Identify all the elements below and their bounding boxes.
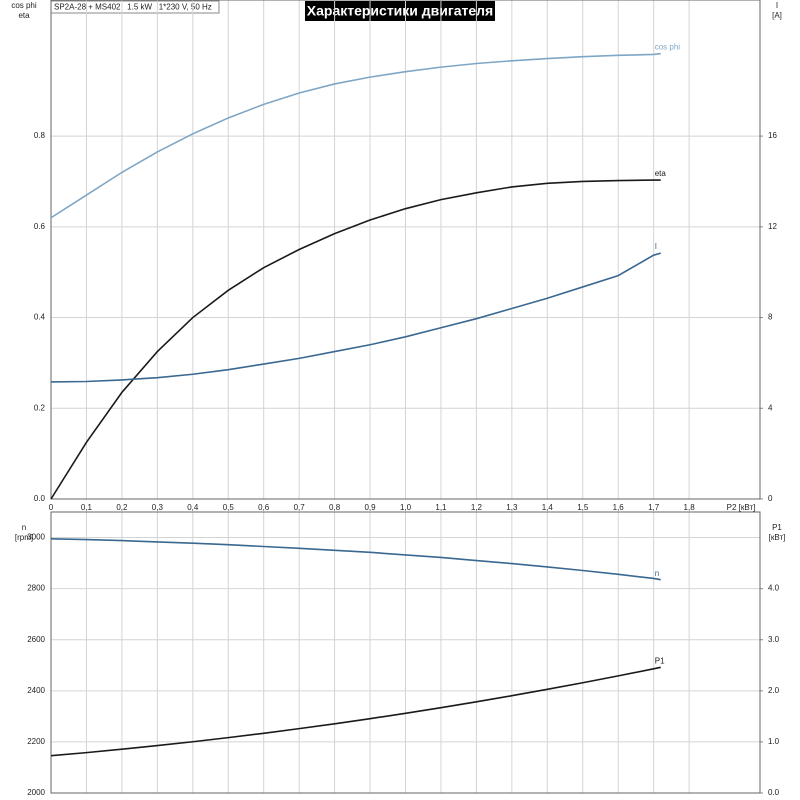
y2-tick-label: 0.0 [768, 788, 780, 797]
series-line [50, 252, 661, 383]
x-tick-label: 1,7 [648, 503, 660, 512]
y-tick-label: 3000 [27, 533, 45, 542]
y2-tick-label: 0 [768, 494, 773, 503]
y2-tick-label: 4 [768, 403, 773, 412]
series-label: cos phi [655, 43, 681, 52]
series-label: P1 [655, 656, 665, 665]
x-tick-label: 0,4 [187, 503, 199, 512]
x-tick-label: 0,6 [258, 503, 270, 512]
title-box [305, 1, 495, 21]
y-tick-label: 0.4 [34, 313, 46, 322]
y2-tick-label: 2.0 [768, 686, 780, 695]
y-tick-label: 2200 [27, 737, 45, 746]
x-tick-label: 1,1 [435, 503, 447, 512]
series-line [50, 52, 661, 219]
x-tick-label: 1,5 [577, 503, 589, 512]
y-tick-label: 0.8 [34, 131, 46, 140]
chart-subtitle: SP2A-28 + MS402 1.5 kW 1*230 V, 50 Hz [54, 3, 212, 12]
y2-tick-label: 4.0 [768, 584, 780, 593]
y-tick-label: 2400 [27, 686, 45, 695]
y2-axis-label: I [776, 1, 778, 10]
x-tick-label: 1,2 [471, 503, 483, 512]
y2-tick-label: 3.0 [768, 635, 780, 644]
y-tick-label: 2000 [27, 788, 45, 797]
series-label: eta [655, 169, 667, 178]
x-tick-label: 0,8 [329, 503, 341, 512]
y2-axis-label: [кВт] [769, 533, 786, 542]
series-line [50, 179, 661, 500]
x-tick-label: 0,2 [116, 503, 128, 512]
chart-title: Характеристики двигателя [307, 3, 493, 19]
plot-frame [50, 0, 761, 500]
y-tick-label: 0.0 [34, 494, 46, 503]
y-axis-label: n [22, 523, 26, 532]
series-label: n [655, 569, 659, 578]
series-line [50, 666, 661, 757]
y-tick-label: 0.6 [34, 222, 46, 231]
y-axis-label: cos phi [11, 1, 37, 10]
y-tick-label: 0.2 [34, 403, 46, 412]
y2-tick-label: 8 [768, 313, 773, 322]
x-axis-label: P2 [кВт] [727, 503, 756, 512]
x-tick-label: 0,3 [152, 503, 164, 512]
y2-axis-label: P1 [772, 523, 782, 532]
x-tick-label: 1,8 [684, 503, 696, 512]
x-tick-label: 0,5 [223, 503, 235, 512]
x-tick-label: 1,3 [506, 503, 518, 512]
x-tick-label: 0,7 [294, 503, 306, 512]
y2-tick-label: 12 [768, 222, 777, 231]
x-tick-label: 1,6 [613, 503, 625, 512]
y2-tick-label: 16 [768, 131, 777, 140]
x-tick-label: 1,4 [542, 503, 554, 512]
y-axis-label: [rpm] [15, 533, 33, 542]
series-line [50, 538, 661, 581]
y-tick-label: 2800 [27, 584, 45, 593]
x-tick-label: 0 [49, 503, 54, 512]
plot-frame [50, 511, 761, 794]
y-axis-label: eta [18, 11, 30, 20]
y2-tick-label: 1.0 [768, 737, 780, 746]
y2-axis-label: [A] [772, 11, 782, 20]
x-tick-label: 0,9 [364, 503, 376, 512]
x-tick-label: 1,0 [400, 503, 412, 512]
x-tick-label: 0,1 [81, 503, 93, 512]
y-tick-label: 2600 [27, 635, 45, 644]
series-label: I [655, 242, 657, 251]
